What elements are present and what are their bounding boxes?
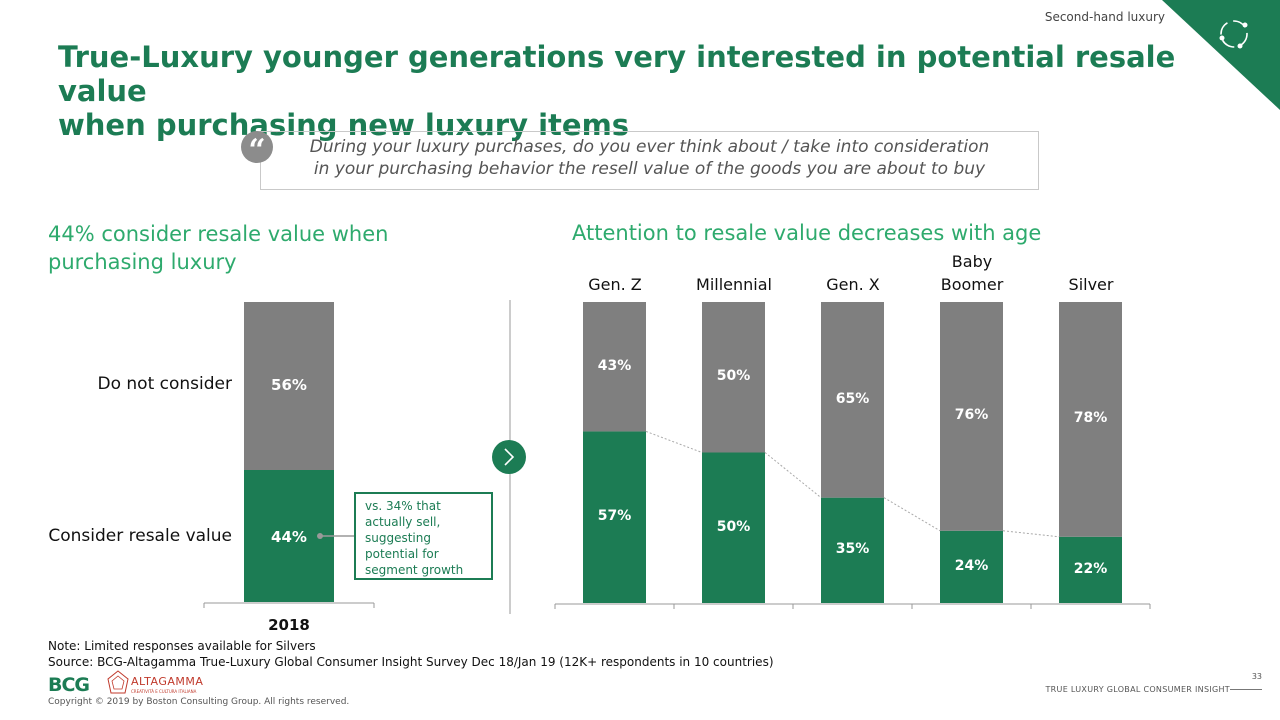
data-label-left-consider: 44%: [271, 528, 307, 546]
footnote-note: Note: Limited responses available for Si…: [48, 639, 316, 653]
cycle-icon: [1219, 20, 1248, 49]
category-label-text: Gen. X: [826, 275, 880, 294]
data-label-consider: 24%: [954, 557, 989, 574]
title-line-2: when purchasing new luxury items: [58, 108, 630, 142]
trend-connector: [1002, 530, 1060, 538]
title-line-1: True-Luxury younger generations very int…: [58, 40, 1176, 108]
data-label-not-consider: 43%: [597, 357, 632, 374]
survey-question-line-1: During your luxury purchases, do you eve…: [309, 137, 990, 157]
bcg-logo: BCG: [48, 674, 90, 696]
data-label-consider: 50%: [716, 518, 751, 535]
quote-mark-icon: “: [241, 131, 273, 168]
data-label-consider: 57%: [597, 508, 632, 525]
category-label-gen-z: Gen. Z: [555, 273, 675, 296]
category-label-text: Silver: [1068, 275, 1114, 294]
callout-line: segment growth: [365, 563, 464, 577]
left-subtitle: 44% consider resale value when purchasin…: [48, 220, 468, 276]
altagamma-logo-icon: [107, 670, 129, 694]
survey-question: During your luxury purchases, do you eve…: [260, 136, 1039, 180]
category-label-text: Boomer: [940, 275, 1004, 294]
data-label-not-consider: 76%: [954, 407, 989, 424]
category-label-text: Millennial: [696, 275, 772, 294]
row-label-consider: Consider resale value: [48, 526, 232, 546]
copyright: Copyright © 2019 by Boston Consulting Gr…: [48, 697, 350, 707]
left-subtitle-line-2: purchasing luxury: [48, 250, 237, 274]
callout-line: actually sell,: [365, 515, 441, 529]
callout-line: potential for: [365, 547, 439, 561]
footer-divider: [1230, 689, 1262, 690]
survey-question-line-2: in your purchasing behavior the resell v…: [313, 159, 986, 179]
arrow-right-icon: [492, 440, 526, 474]
report-name: TRUE LUXURY GLOBAL CONSUMER INSIGHT: [1045, 685, 1230, 694]
callout-line: suggesting: [365, 531, 431, 545]
section-tag: Second-hand luxury: [1044, 10, 1165, 24]
category-label-text: Baby: [951, 252, 993, 271]
data-label-consider: 22%: [1073, 560, 1108, 577]
category-label-gen-x: Gen. X: [793, 273, 913, 296]
data-label-not-consider: 65%: [835, 390, 870, 407]
category-label-baby-boomer: Baby Boomer: [912, 250, 1032, 296]
category-label-millennial: Millennial: [674, 273, 794, 296]
data-label-not-consider: 78%: [1073, 410, 1108, 427]
footnote: Note: Limited responses available for Si…: [48, 638, 774, 670]
footnote-source: Source: BCG-Altagamma True-Luxury Global…: [48, 655, 774, 669]
page-title: True-Luxury younger generations very int…: [58, 40, 1228, 142]
callout-line: vs. 34% that: [365, 499, 441, 513]
data-label-not-consider: 50%: [716, 368, 751, 385]
trend-connector: [764, 452, 822, 499]
category-label-silver: Silver: [1031, 273, 1151, 296]
page-number: 33: [1251, 672, 1262, 681]
left-subtitle-line-1: 44% consider resale value when: [48, 222, 389, 246]
category-label-2018: 2018: [268, 616, 310, 634]
trend-connector: [883, 497, 941, 532]
right-subtitle: Attention to resale value decreases with…: [572, 221, 1042, 245]
callout-box: vs. 34% that actually sell, suggesting p…: [354, 492, 493, 580]
corner-triangle: [1162, 0, 1280, 110]
row-label-do-not-consider: Do not consider: [97, 374, 232, 394]
data-label-consider: 35%: [835, 541, 870, 558]
category-label-text: Gen. Z: [588, 275, 642, 294]
trend-connector: [645, 430, 703, 453]
data-label-left-not-consider: 56%: [271, 376, 307, 394]
altagamma-logo: ALTAGAMMA: [131, 675, 204, 688]
altagamma-tagline: CREATIVITÀ E CULTURA ITALIANA: [131, 689, 197, 694]
